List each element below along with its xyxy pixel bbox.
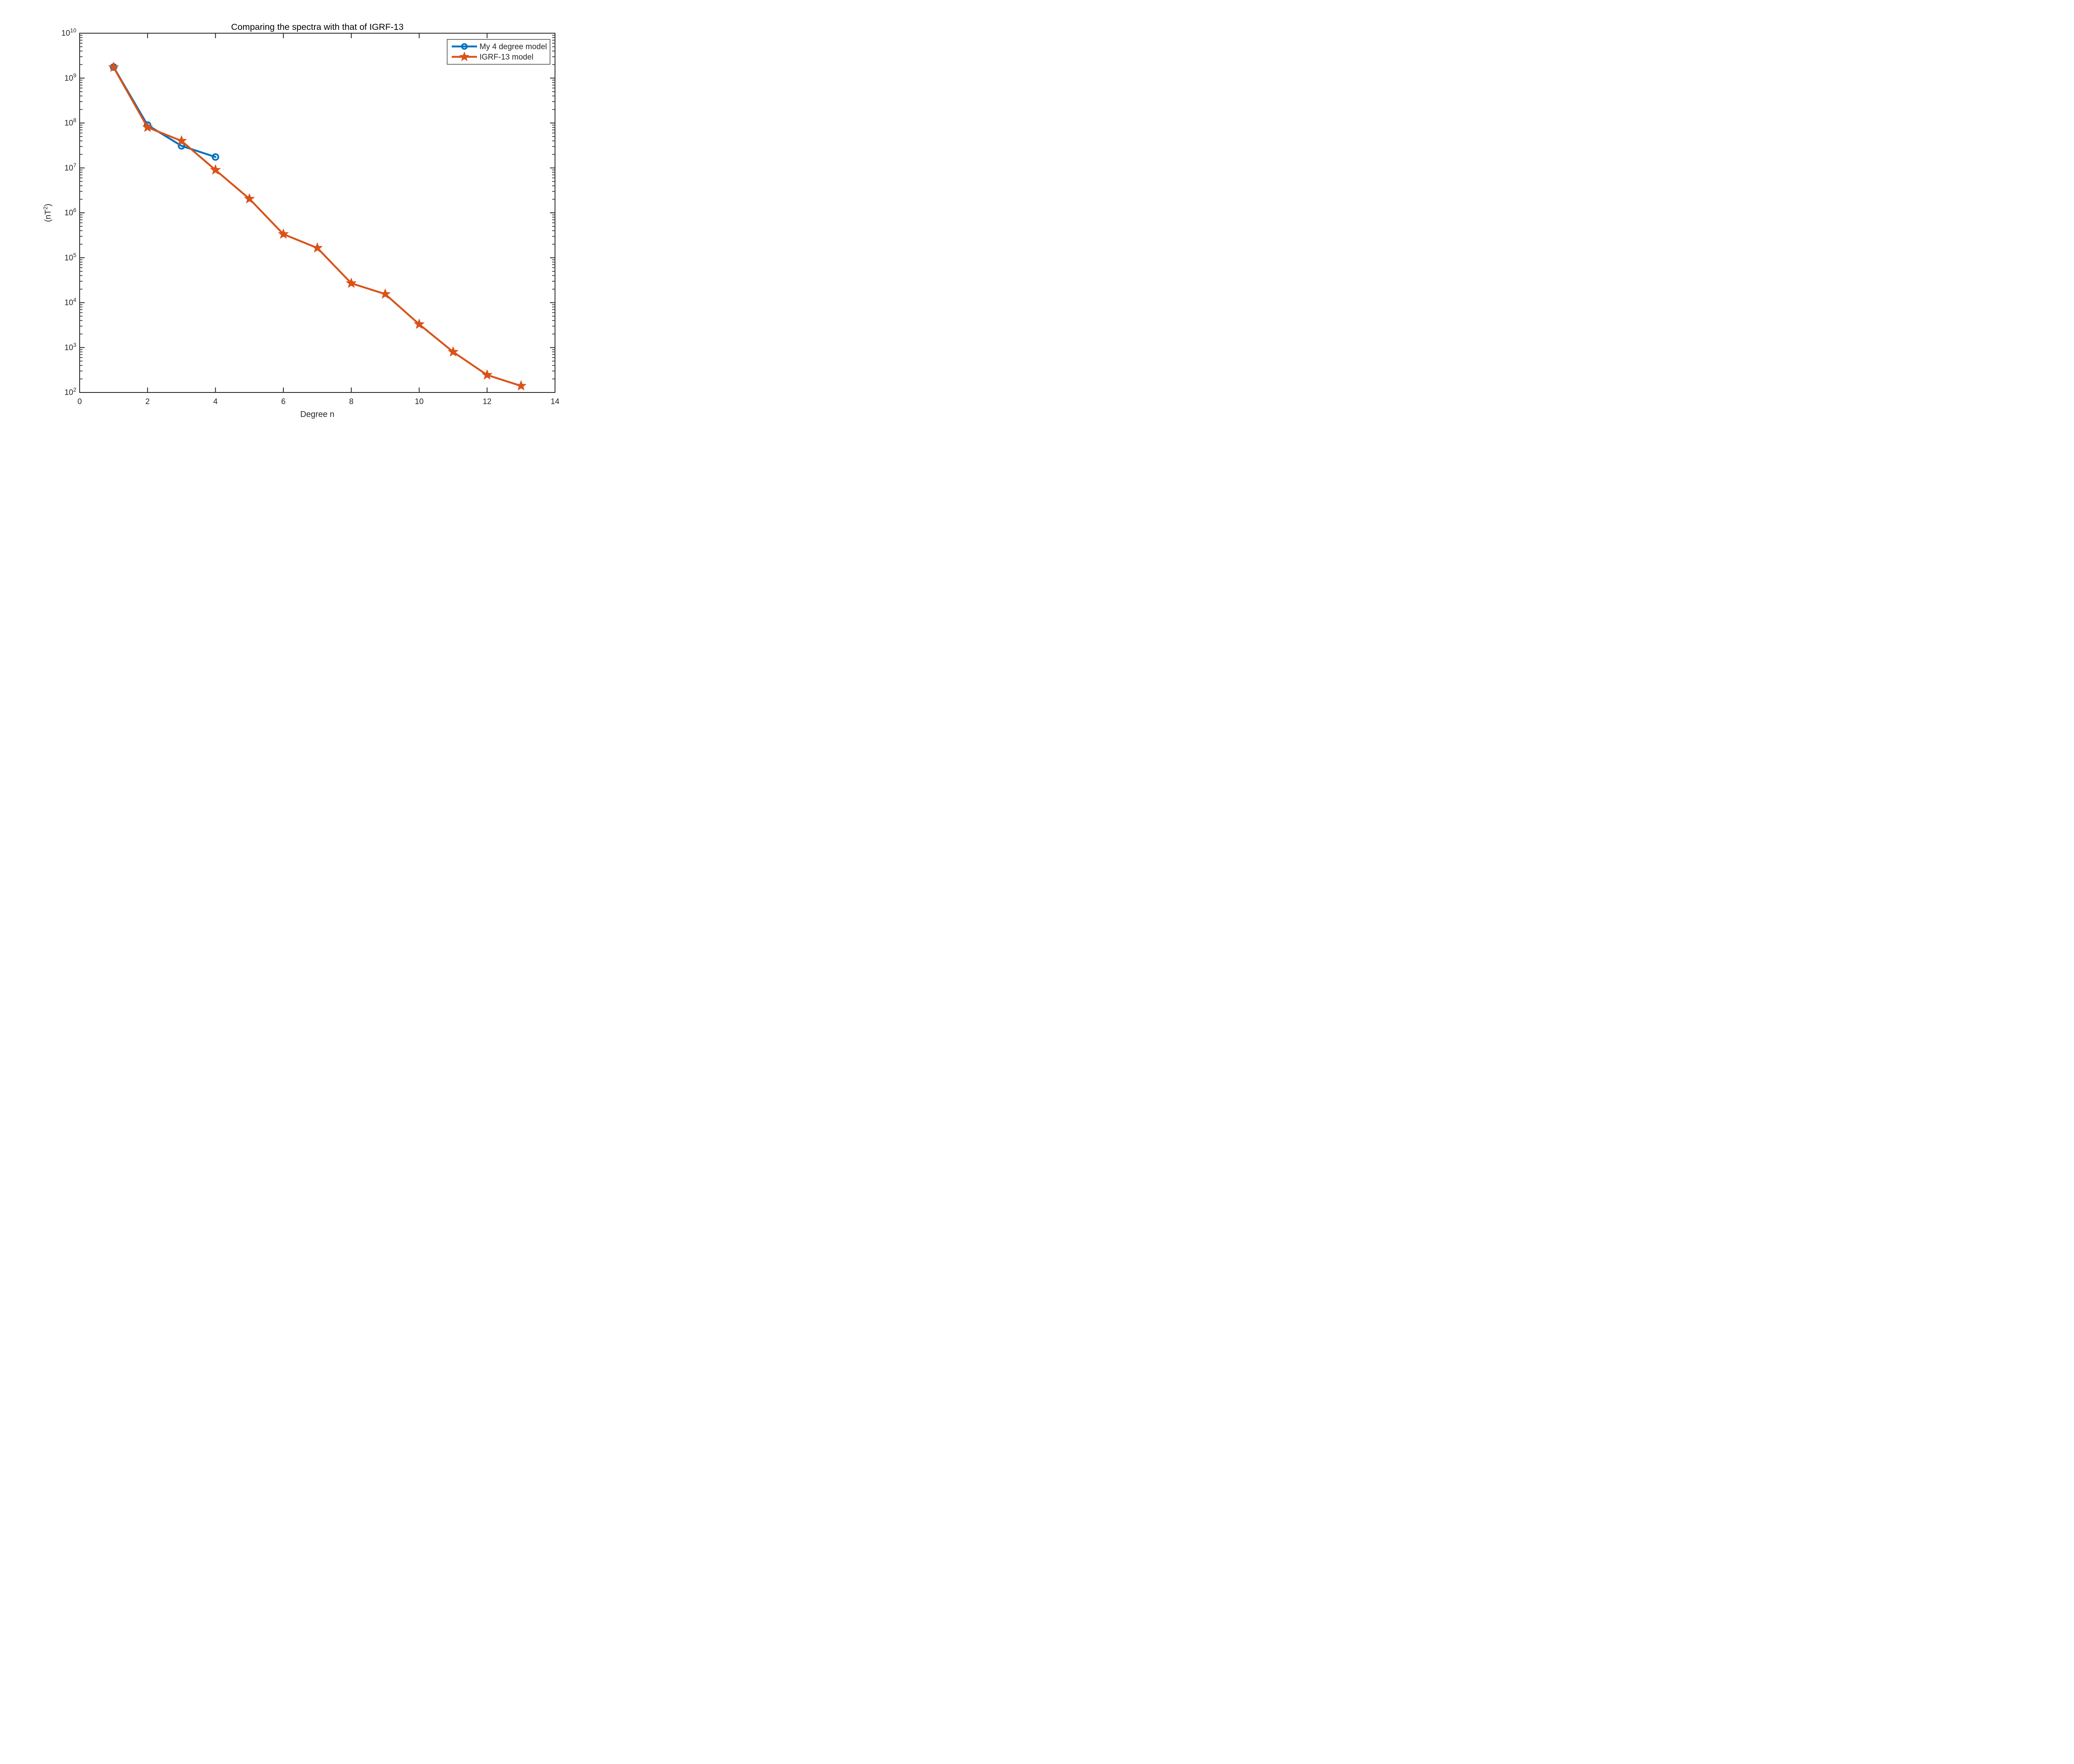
y-tick-exponent: 5 — [73, 252, 76, 258]
y-tick-label: 1010 — [61, 27, 76, 38]
y-tick-exponent: 9 — [73, 72, 76, 78]
y-tick-exponent: 8 — [73, 117, 76, 124]
y-tick-base: 10 — [64, 209, 73, 217]
y-tick-label: 104 — [64, 297, 76, 307]
y-tick-exponent: 6 — [73, 207, 76, 213]
x-tick-label: 8 — [349, 397, 354, 406]
y-tick-base: 10 — [64, 253, 73, 262]
axes-box — [79, 33, 555, 393]
x-tick-label: 2 — [145, 397, 150, 406]
legend-star-marker — [459, 51, 470, 61]
chart-title: Comparing the spectra with that of IGRF-… — [231, 22, 404, 32]
y-axis-label-base: (nT — [44, 210, 53, 222]
y-tick-label: 102 — [64, 387, 76, 397]
y-tick-base: 10 — [61, 29, 70, 38]
y-tick-exponent: 10 — [70, 27, 76, 34]
x-tick-label: 10 — [415, 397, 424, 406]
legend-circle-marker — [461, 43, 468, 50]
y-tick-exponent: 4 — [73, 297, 76, 303]
x-axis-label: Degree n — [300, 410, 334, 419]
series-1-star-marker — [448, 346, 459, 357]
legend[interactable]: My 4 degree model IGRF-13 model — [447, 39, 550, 65]
y-tick-label: 106 — [64, 207, 76, 217]
y-tick-label: 109 — [64, 72, 76, 83]
y-tick-base: 10 — [64, 344, 73, 352]
y-tick-label: 108 — [64, 117, 76, 128]
y-axis-label-exponent: 2 — [42, 206, 49, 210]
series-1-star-marker — [482, 369, 493, 380]
series-1-star-marker — [210, 164, 221, 175]
series-1-star-marker — [380, 288, 391, 299]
series-1-line — [112, 66, 522, 387]
y-tick-base: 10 — [64, 164, 73, 173]
legend-label-igrf13: IGRF-13 model — [480, 53, 533, 62]
legend-star-glyph — [459, 51, 470, 61]
series-1-star-marker — [108, 61, 119, 72]
series-1-star-marker — [515, 380, 527, 391]
y-tick-exponent: 2 — [73, 387, 76, 393]
y-tick-base: 10 — [64, 299, 73, 307]
x-tick-label: 0 — [78, 397, 82, 406]
y-tick-base: 10 — [64, 119, 73, 128]
series-1-star-marker — [312, 242, 323, 253]
series-1-star-marker — [244, 193, 255, 204]
series-1-star-marker — [142, 122, 153, 132]
y-tick-label: 103 — [64, 342, 76, 352]
series-1-star-marker — [346, 277, 357, 288]
figure-window: 0 2 4 6 8 10 12 14 102 103 104 105 106 107 108 109 1010 … — [0, 0, 612, 441]
series-0-circle-marker — [212, 153, 219, 161]
y-tick-exponent: 3 — [73, 342, 76, 348]
series-1-star-marker — [414, 318, 425, 329]
series-0-line — [112, 66, 217, 158]
y-tick-label: 105 — [64, 252, 76, 262]
y-tick-exponent: 7 — [73, 162, 76, 168]
legend-label-my-model: My 4 degree model — [480, 43, 547, 51]
x-tick-label: 4 — [213, 397, 218, 406]
y-axis-label-close: ) — [44, 204, 53, 207]
series-1-star-marker — [278, 228, 289, 239]
x-tick-label: 6 — [281, 397, 286, 406]
series-1-star-marker — [176, 135, 187, 146]
x-tick-label: 14 — [550, 397, 560, 406]
x-tick-label: 12 — [483, 397, 492, 406]
spectra-chart: 0 2 4 6 8 10 12 141021031041051061071081091010 … — [42, 22, 560, 419]
y-tick-base: 10 — [64, 388, 73, 397]
y-tick-base: 10 — [64, 74, 73, 83]
y-axis-label: (nT2) — [42, 204, 53, 222]
y-tick-label: 107 — [64, 162, 76, 173]
